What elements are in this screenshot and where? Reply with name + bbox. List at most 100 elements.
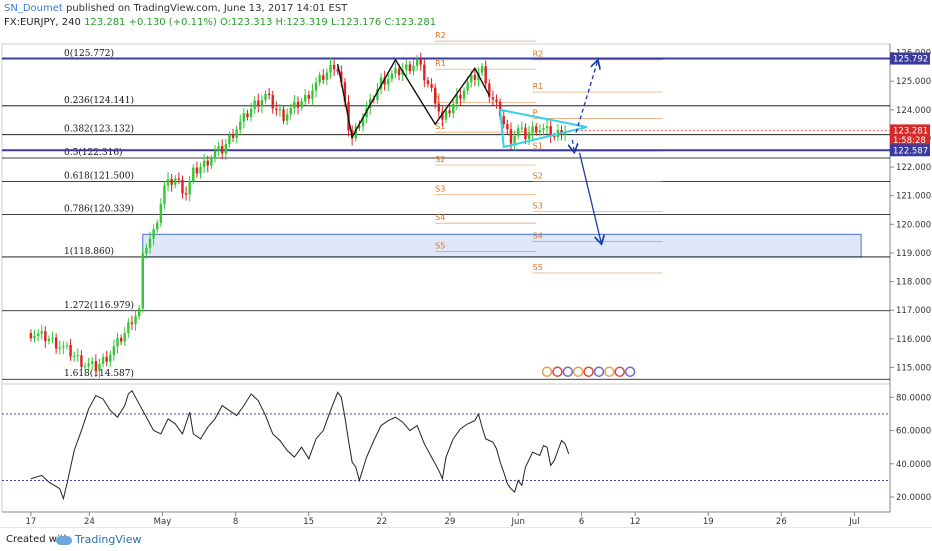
candle-body [354, 126, 357, 139]
candle-body [87, 363, 90, 367]
candle-body [531, 126, 534, 133]
fib-label: 0.382(123.132) [64, 124, 134, 135]
event-marker-icon [593, 366, 605, 377]
candle-body [264, 93, 267, 101]
candle-body [123, 333, 126, 342]
axis-tag [890, 52, 930, 65]
candle-body [520, 127, 524, 129]
event-marker-icon [552, 366, 563, 377]
candle-body [455, 94, 459, 105]
candle-body [325, 72, 329, 80]
candle-body [188, 181, 191, 195]
candle-body [166, 179, 170, 186]
axis-tag-label: 1:58:28 [893, 136, 926, 146]
fib-label: 0.618(121.500) [64, 170, 134, 181]
candle-body [40, 331, 43, 334]
candle-body [275, 108, 278, 110]
candle-body [192, 167, 195, 182]
y-tick-label: 124.000 [896, 106, 931, 116]
event-marker-icon [604, 366, 615, 377]
fib-label: 0.786(120.339) [64, 204, 134, 215]
author-link[interactable]: SN_Doumet [4, 3, 63, 14]
candle-body [98, 363, 101, 371]
tradingview-logo[interactable]: TradingView [56, 533, 141, 546]
candle-body [156, 222, 159, 230]
candle-body [318, 75, 321, 83]
candle-body [105, 356, 108, 362]
axis-tag-label: 125.792 [893, 55, 928, 65]
axis-tag [890, 144, 930, 157]
candle-body [44, 331, 47, 342]
candle-body [163, 185, 166, 205]
pivot-label: S2 [435, 155, 445, 164]
candle-body [361, 117, 365, 127]
candle-body [72, 355, 76, 357]
event-marker-icon [572, 366, 584, 377]
rsi-y-tick-label: 60.0000 [896, 427, 931, 437]
candle-body [488, 83, 491, 98]
candle-body [51, 337, 54, 339]
candle-body [159, 204, 163, 223]
candle-body [80, 355, 83, 367]
candle-body [553, 136, 556, 138]
y-tick-label: 120.000 [896, 220, 931, 230]
candle-body [83, 366, 87, 368]
candle-body [47, 338, 51, 342]
candle-body [257, 100, 260, 107]
pivot-label: S4 [533, 231, 543, 240]
pivot-label: P [533, 108, 538, 117]
rsi-line [30, 389, 570, 501]
candle-body [358, 126, 361, 128]
candle-body [130, 322, 134, 324]
created-with-label: Created with [6, 534, 70, 545]
x-tick-label: 22 [376, 517, 387, 527]
ohlc-values: O:123.313 H:123.319 L:123.176 C:123.281 [219, 17, 437, 28]
symmetrical-triangle [499, 108, 588, 149]
candle-body [542, 128, 545, 131]
candle-body [491, 97, 495, 100]
candle-body [36, 333, 40, 336]
x-tick-label: 8 [233, 517, 238, 527]
candle-body [549, 126, 552, 137]
candle-body [289, 108, 292, 115]
candle-body [452, 104, 455, 114]
candle-body [127, 322, 130, 334]
candle-body [311, 90, 314, 99]
rsi-pane-frame [1, 383, 891, 513]
x-tick-label: 26 [776, 517, 787, 527]
candle-body [296, 101, 300, 108]
rsi-y-tick-label: 40.0000 [896, 460, 931, 470]
candle-body [170, 179, 173, 185]
x-tick-label: 29 [445, 517, 456, 527]
candle-body [235, 129, 238, 138]
candle-body [473, 75, 477, 80]
publish-info: published on TradingView.com, June 13, 2… [66, 3, 348, 14]
candle-body [152, 229, 155, 239]
candle-body [412, 65, 415, 72]
y-tick-label: 115.000 [896, 363, 931, 373]
candle-body [495, 99, 498, 102]
candle-body [267, 93, 271, 96]
axis-tag [890, 133, 930, 146]
x-tick-label: Jun [511, 517, 525, 527]
candle-body [545, 126, 549, 129]
candle-body [282, 109, 285, 121]
candle-body [509, 129, 513, 144]
candle-body [101, 356, 105, 364]
x-tick-label: 17 [25, 517, 36, 527]
x-tick-label: 15 [303, 517, 314, 527]
y-tick-label: 122.000 [896, 163, 931, 173]
price-pane-frame [1, 43, 891, 385]
event-marker-icon [624, 366, 636, 377]
pivot-label: P [435, 93, 440, 102]
candle-body [148, 238, 152, 248]
symbol-line: FX:EURJPY, 240 123.281 +0.130 (+0.11%) O… [4, 17, 436, 28]
candle-body [195, 167, 199, 174]
fib-label: 0.236(124.141) [64, 95, 134, 106]
candle-body [210, 158, 213, 166]
pivot-label: S3 [533, 201, 543, 210]
price-chart[interactable]: 0(125.772) 0.236(124.141) 0.382(123.132) 0.… [0, 0, 932, 527]
pivot-label: S2 [533, 171, 543, 180]
x-tick-label: May [154, 517, 172, 527]
candle-body [239, 121, 242, 130]
